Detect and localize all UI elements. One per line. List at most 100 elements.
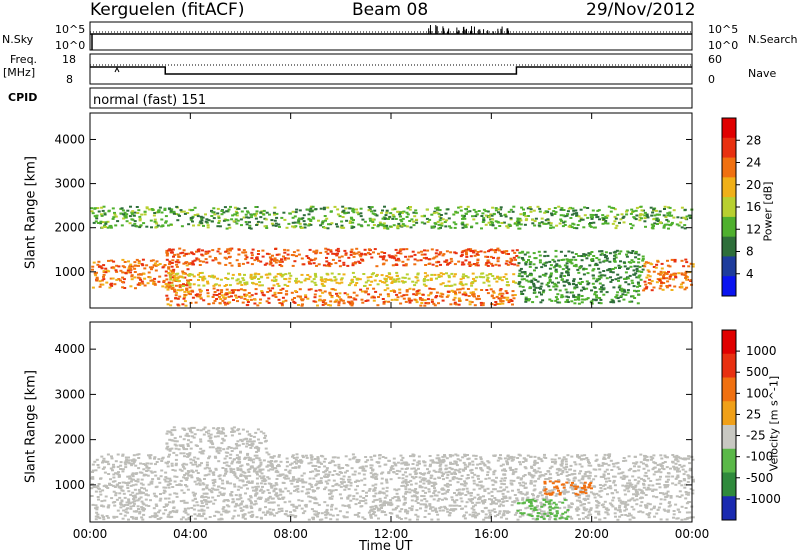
velocity-cell <box>90 487 94 490</box>
power-cell <box>286 285 290 287</box>
power-cell <box>246 301 250 303</box>
power-cell <box>435 255 439 258</box>
power-cell <box>319 251 323 254</box>
velocity-cell <box>557 457 561 460</box>
power-cell <box>372 296 376 299</box>
power-cell <box>643 265 647 268</box>
power-cell <box>551 226 555 229</box>
power-cell <box>667 270 670 273</box>
velocity-cell <box>529 513 533 516</box>
power-cell <box>371 221 375 223</box>
power-cell <box>185 284 189 287</box>
power-cell <box>446 294 450 297</box>
power-cell <box>644 261 648 264</box>
power-cell <box>284 299 288 302</box>
power-cell <box>511 303 514 306</box>
power-cell <box>572 295 576 298</box>
power-cell <box>439 292 443 295</box>
velocity-cell <box>375 498 379 501</box>
velocity-cell <box>548 516 552 519</box>
power-cell <box>336 294 340 297</box>
velocity-cell <box>555 471 559 474</box>
power-cell <box>131 218 135 221</box>
velocity-cell <box>324 470 327 473</box>
power-cell <box>307 213 311 216</box>
power-cell <box>649 282 653 285</box>
velocity-cell <box>618 499 621 502</box>
velocity-cell <box>338 510 342 513</box>
power-cell <box>376 304 380 307</box>
power-cell <box>499 214 503 217</box>
velocity-cell <box>364 502 368 505</box>
velocity-cell <box>279 490 283 493</box>
velocity-cell <box>213 499 217 502</box>
power-cell <box>464 212 468 215</box>
power-cell <box>184 304 188 307</box>
velocity-cell <box>249 502 253 505</box>
power-cell <box>485 279 489 282</box>
power-cell <box>471 249 475 252</box>
power-cell <box>219 298 223 300</box>
power-cell <box>461 293 465 296</box>
velocity-cell <box>554 460 558 463</box>
power-cell <box>97 260 101 263</box>
power-cell <box>555 224 559 227</box>
velocity-cell <box>116 465 120 468</box>
velocity-cell <box>472 482 476 485</box>
power-cell <box>164 215 168 218</box>
power-cell <box>110 259 113 262</box>
velocity-cell <box>113 486 117 488</box>
velocity-cell <box>484 477 488 480</box>
velocity-cell <box>101 460 105 462</box>
velocity-cell <box>162 506 166 508</box>
velocity-cell <box>429 477 433 479</box>
power-cell <box>392 278 396 281</box>
velocity-cell <box>143 508 146 511</box>
power-cell <box>506 226 510 229</box>
velocity-cell <box>283 501 287 504</box>
power-cell <box>465 253 468 256</box>
velocity-cell <box>193 517 197 520</box>
power-cell <box>197 279 200 281</box>
power-cell <box>591 298 595 301</box>
velocity-cell <box>675 454 679 457</box>
velocity-cell <box>617 497 621 500</box>
power-cell <box>231 277 234 280</box>
velocity-cell <box>552 488 556 491</box>
power-cell <box>165 294 169 297</box>
velocity-cell <box>132 460 136 463</box>
velocity-cell <box>364 456 368 458</box>
velocity-cell <box>333 470 337 472</box>
power-cell <box>562 209 566 211</box>
power-cell <box>328 291 332 294</box>
velocity-cell <box>239 497 243 500</box>
power-cell <box>534 266 538 269</box>
power-cell <box>534 217 538 220</box>
power-cell <box>228 284 232 287</box>
power-cell <box>153 212 157 214</box>
velocity-cell <box>576 506 580 509</box>
power-cell <box>287 222 291 225</box>
power-cell <box>357 213 361 216</box>
power-cell <box>663 208 666 210</box>
power-cell <box>431 257 435 260</box>
power-cell <box>224 296 227 299</box>
velocity-cell <box>250 459 253 462</box>
velocity-cell <box>353 470 357 473</box>
velocity-cell <box>579 458 583 461</box>
power-cell <box>599 302 603 305</box>
power-cell <box>217 221 221 224</box>
power-cell <box>199 215 203 218</box>
velocity-cell <box>603 453 607 456</box>
velocity-cell <box>174 462 178 465</box>
velocity-cell <box>130 459 134 462</box>
power-cell <box>486 255 489 258</box>
power-cell <box>574 284 578 286</box>
velocity-cell <box>124 463 128 466</box>
velocity-cell <box>504 469 508 472</box>
velocity-cell <box>127 500 131 503</box>
power-cell <box>281 300 285 303</box>
velocity-cell <box>404 485 408 488</box>
velocity-cell <box>604 462 608 465</box>
power-cell <box>570 300 574 303</box>
